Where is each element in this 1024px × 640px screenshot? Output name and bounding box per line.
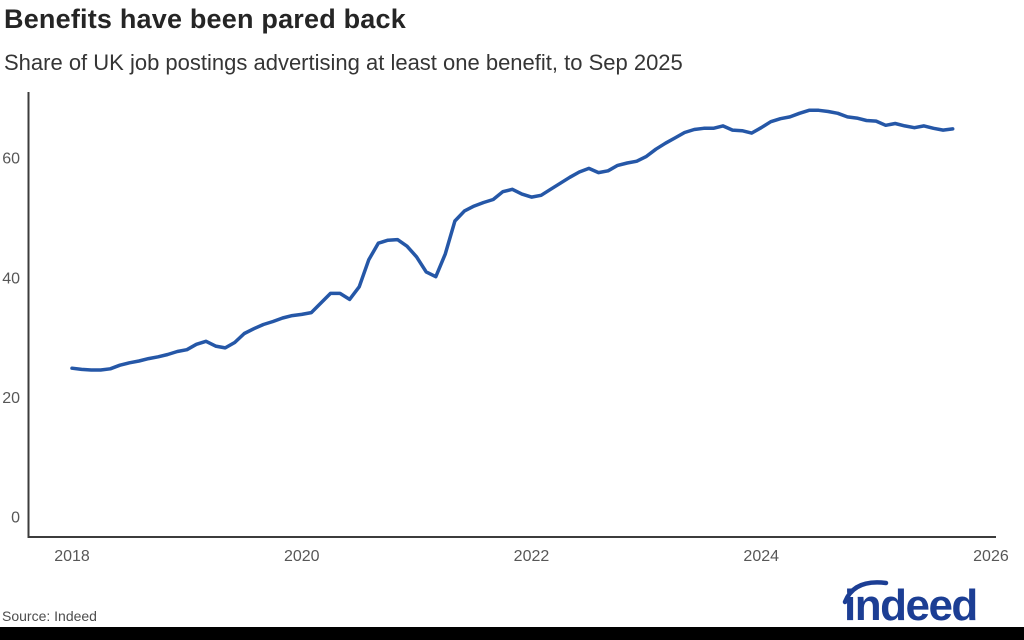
x-tick-label: 2026 (973, 548, 1009, 565)
bottom-bar (0, 627, 1024, 640)
indeed-logo: indeed (842, 580, 978, 628)
y-tick-label: 20 (2, 390, 20, 407)
x-tick-label: 2020 (284, 548, 320, 565)
y-axis-labels: 0 20 40 60 (2, 151, 20, 527)
benefits-share-line (70, 108, 955, 372)
chart-title: Benefits have been pared back (4, 4, 406, 34)
chart-subtitle: Share of UK job postings advertising at … (4, 50, 683, 75)
x-tick-label: 2024 (743, 548, 779, 565)
source-note: Source: Indeed (2, 608, 97, 624)
chart-area: 0 20 40 60 2018 2020 2022 2024 2026 (0, 88, 1024, 570)
y-tick-label: 40 (2, 270, 20, 287)
line-chart: 0 20 40 60 2018 2020 2022 2024 2026 (2, 92, 1009, 565)
x-tick-label: 2018 (54, 548, 90, 565)
y-tick-label: 60 (2, 151, 20, 168)
x-axis-labels: 2018 2020 2022 2024 2026 (54, 548, 1009, 565)
indeed-logo-text: indeed (844, 581, 977, 628)
indeed-logo-swoosh-icon (842, 580, 889, 605)
y-tick-label: 0 (11, 510, 20, 527)
x-tick-label: 2022 (514, 548, 550, 565)
